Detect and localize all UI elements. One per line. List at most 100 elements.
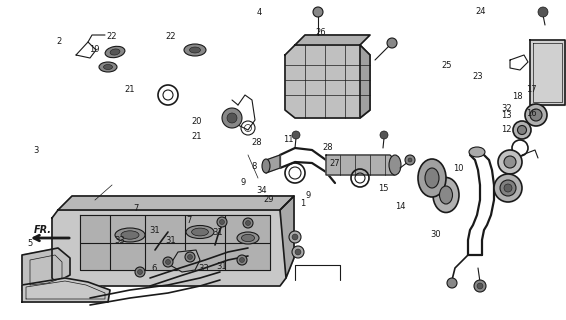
Ellipse shape [517,125,526,134]
Polygon shape [360,45,370,118]
Circle shape [237,255,247,265]
Text: 6: 6 [152,264,157,273]
Text: 13: 13 [501,111,512,120]
Circle shape [185,252,195,262]
Polygon shape [80,215,270,270]
Ellipse shape [186,226,214,238]
Circle shape [220,220,225,225]
Polygon shape [266,155,280,173]
Polygon shape [52,210,286,286]
Text: 11: 11 [283,135,294,144]
Polygon shape [58,196,294,210]
Text: 7: 7 [133,204,138,212]
Circle shape [408,158,412,162]
Text: 9: 9 [306,191,311,200]
Polygon shape [170,250,200,272]
Circle shape [163,257,173,267]
Circle shape [447,278,457,288]
Text: 28: 28 [323,143,333,152]
Ellipse shape [262,159,270,173]
Text: 31: 31 [217,262,228,271]
Circle shape [538,7,548,17]
Polygon shape [326,155,395,175]
Ellipse shape [105,46,125,58]
Text: 28: 28 [252,138,263,147]
Text: 25: 25 [441,61,452,70]
Circle shape [380,131,388,139]
Polygon shape [530,40,565,105]
Text: 22: 22 [106,32,117,41]
Ellipse shape [99,62,117,72]
Text: 24: 24 [475,7,486,16]
Text: 32: 32 [501,104,512,113]
Circle shape [292,131,300,139]
Text: 23: 23 [473,72,483,81]
Circle shape [246,220,251,226]
Text: 33: 33 [198,264,209,273]
Ellipse shape [469,147,485,157]
Ellipse shape [190,47,200,53]
Ellipse shape [115,228,145,242]
Text: 14: 14 [395,202,406,211]
Ellipse shape [500,180,516,196]
Text: 8: 8 [252,162,257,171]
Circle shape [477,283,483,289]
Ellipse shape [440,186,452,204]
Ellipse shape [525,104,547,126]
Text: 31: 31 [149,226,160,235]
Ellipse shape [433,178,459,212]
Text: 22: 22 [166,32,177,41]
Text: 2: 2 [57,37,62,46]
Circle shape [295,249,301,255]
Text: 5: 5 [27,239,32,248]
Circle shape [227,113,237,123]
Text: 10: 10 [453,164,464,172]
Circle shape [387,38,397,48]
Text: 30: 30 [430,230,441,239]
Ellipse shape [237,232,259,244]
Text: 18: 18 [512,92,523,100]
Ellipse shape [110,49,120,55]
Ellipse shape [513,121,531,139]
Circle shape [138,269,143,275]
Ellipse shape [418,159,446,197]
Text: 1: 1 [300,199,305,208]
Text: 4: 4 [256,8,261,17]
Text: 17: 17 [526,85,537,94]
Circle shape [292,234,298,240]
Ellipse shape [504,184,512,192]
Text: 7: 7 [187,216,192,225]
Ellipse shape [498,150,522,174]
Text: 9: 9 [241,178,246,187]
Ellipse shape [121,231,139,239]
Circle shape [313,7,323,17]
Ellipse shape [425,168,439,188]
Polygon shape [22,278,110,302]
Text: 21: 21 [191,132,202,140]
Text: 3: 3 [33,146,38,155]
Ellipse shape [530,109,542,121]
Text: 26: 26 [316,28,327,36]
Ellipse shape [242,235,255,242]
Ellipse shape [494,174,522,202]
Circle shape [217,217,227,227]
Ellipse shape [104,65,113,69]
Text: 20: 20 [191,117,202,126]
Text: FR.: FR. [34,225,52,235]
Text: 31: 31 [165,236,176,245]
Text: 21: 21 [125,85,135,94]
Text: 27: 27 [329,159,340,168]
Text: 33: 33 [114,236,125,245]
Text: 12: 12 [501,125,512,134]
Circle shape [474,280,486,292]
Text: 15: 15 [378,184,389,193]
Text: 34: 34 [256,186,267,195]
Polygon shape [285,45,370,118]
Text: 29: 29 [263,195,274,204]
Text: 31: 31 [212,228,223,236]
Circle shape [243,218,253,228]
Ellipse shape [389,155,401,175]
Text: 19: 19 [89,45,100,54]
Polygon shape [22,248,70,290]
Circle shape [135,267,145,277]
